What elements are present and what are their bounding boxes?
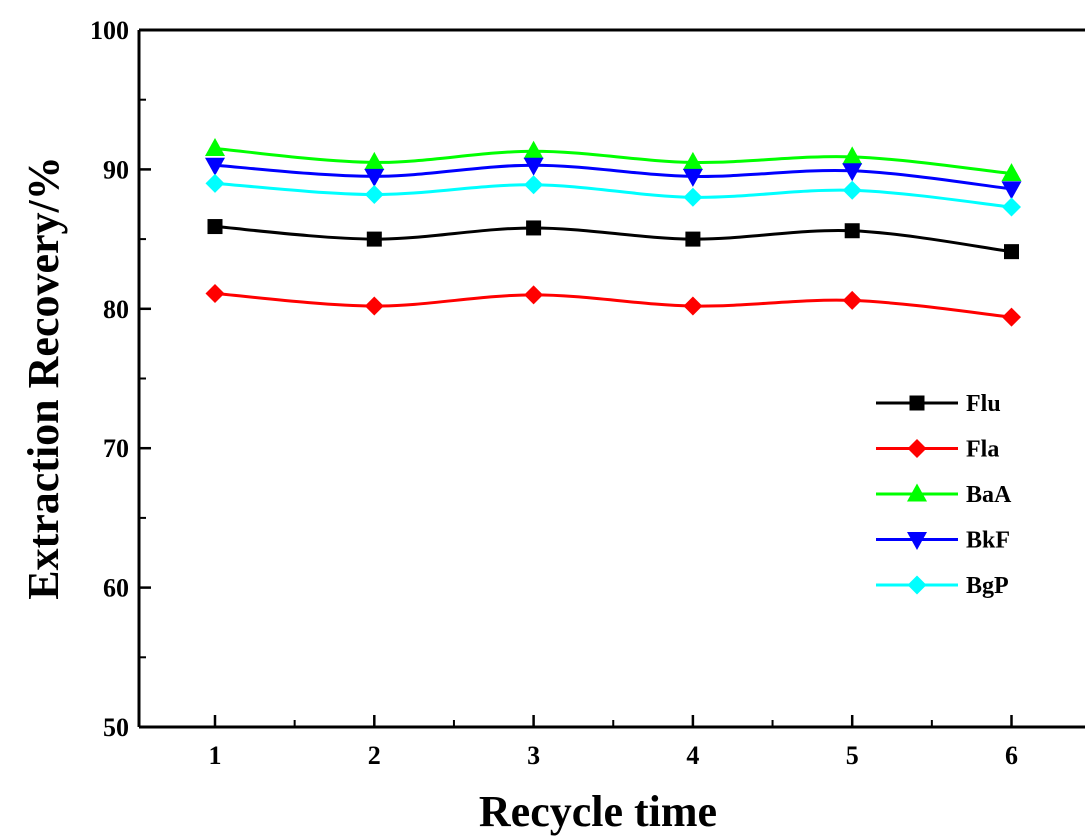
data-point-fla xyxy=(683,296,703,316)
series-line-fla xyxy=(214,291,1012,319)
data-point-fla xyxy=(1002,307,1021,327)
axes: 50 60 70 80 90 100 1 2 3 4 5 6 xyxy=(90,16,1085,770)
data-point-bgp xyxy=(364,184,384,204)
legend-marker xyxy=(907,532,927,550)
data-point-bgp xyxy=(205,173,225,193)
data-point-bkf xyxy=(205,157,225,176)
data-point-flu xyxy=(366,231,382,247)
data-point-bkf xyxy=(1001,181,1022,200)
y-axis-title: Extraction Recovery/% xyxy=(19,156,68,600)
data-point-baa xyxy=(364,151,385,170)
data-point-bkf xyxy=(682,168,703,187)
legend-label: Fla xyxy=(966,437,999,463)
series-flu xyxy=(207,219,1019,260)
series-bgp xyxy=(205,173,1021,217)
legend-item-flu: Flu xyxy=(876,391,1001,417)
series-line-flu xyxy=(214,225,1012,254)
series-baa xyxy=(205,137,1022,182)
data-point-fla xyxy=(524,285,544,305)
legend: Flu Fla BaA BkF BgP xyxy=(876,391,1012,599)
x-tick-label: 2 xyxy=(368,741,381,770)
data-point-bkf xyxy=(523,157,544,176)
legend-item-baa: BaA xyxy=(876,482,1012,508)
data-point-flu xyxy=(526,220,542,236)
data-point-flu xyxy=(685,231,701,247)
data-point-flu xyxy=(1004,244,1019,260)
y-tick-label: 50 xyxy=(103,713,129,742)
data-point-fla xyxy=(205,283,225,303)
data-point-flu xyxy=(207,219,223,235)
legend-label: Flu xyxy=(966,391,1001,417)
legend-label: BaA xyxy=(966,482,1012,508)
series-fla xyxy=(205,283,1021,327)
x-tick-label: 3 xyxy=(527,741,540,770)
data-point-bgp xyxy=(842,180,862,200)
data-point-baa xyxy=(1001,163,1022,182)
series-line-baa xyxy=(214,146,1012,176)
legend-item-bkf: BkF xyxy=(876,528,1010,554)
legend-label: BgP xyxy=(966,573,1009,599)
y-tick-label: 70 xyxy=(103,434,129,463)
series-line-bkf xyxy=(214,163,1012,191)
data-point-bgp xyxy=(1002,197,1021,217)
data-point-bkf xyxy=(842,163,863,182)
data-point-bgp xyxy=(683,187,703,207)
data-point-flu xyxy=(844,223,860,239)
y-tick-label: 100 xyxy=(90,16,129,45)
legend-marker xyxy=(909,395,925,411)
series-bkf xyxy=(205,157,1022,200)
y-tick-label: 80 xyxy=(103,295,129,324)
data-point-baa xyxy=(523,140,544,159)
x-tick-label: 4 xyxy=(686,741,699,770)
x-tick-label: 6 xyxy=(1005,741,1018,770)
data-point-bkf xyxy=(364,168,385,187)
data-point-fla xyxy=(364,296,384,316)
x-axis-title: Recycle time xyxy=(479,787,717,836)
y-tick-label: 90 xyxy=(103,155,129,184)
x-tick-label: 1 xyxy=(209,741,222,770)
data-point-bgp xyxy=(524,175,544,195)
series-line-bgp xyxy=(214,181,1012,209)
series-layer xyxy=(205,137,1022,327)
y-tick-label: 60 xyxy=(103,574,129,603)
data-point-fla xyxy=(842,290,862,310)
legend-item-fla: Fla xyxy=(876,437,999,463)
legend-marker xyxy=(907,483,927,502)
legend-label: BkF xyxy=(966,528,1010,554)
data-point-baa xyxy=(205,137,225,156)
data-point-baa xyxy=(842,146,863,165)
legend-marker xyxy=(907,575,927,595)
legend-item-bgp: BgP xyxy=(876,573,1009,599)
legend-marker xyxy=(907,439,927,458)
data-point-baa xyxy=(682,151,703,170)
x-tick-label: 5 xyxy=(846,741,859,770)
